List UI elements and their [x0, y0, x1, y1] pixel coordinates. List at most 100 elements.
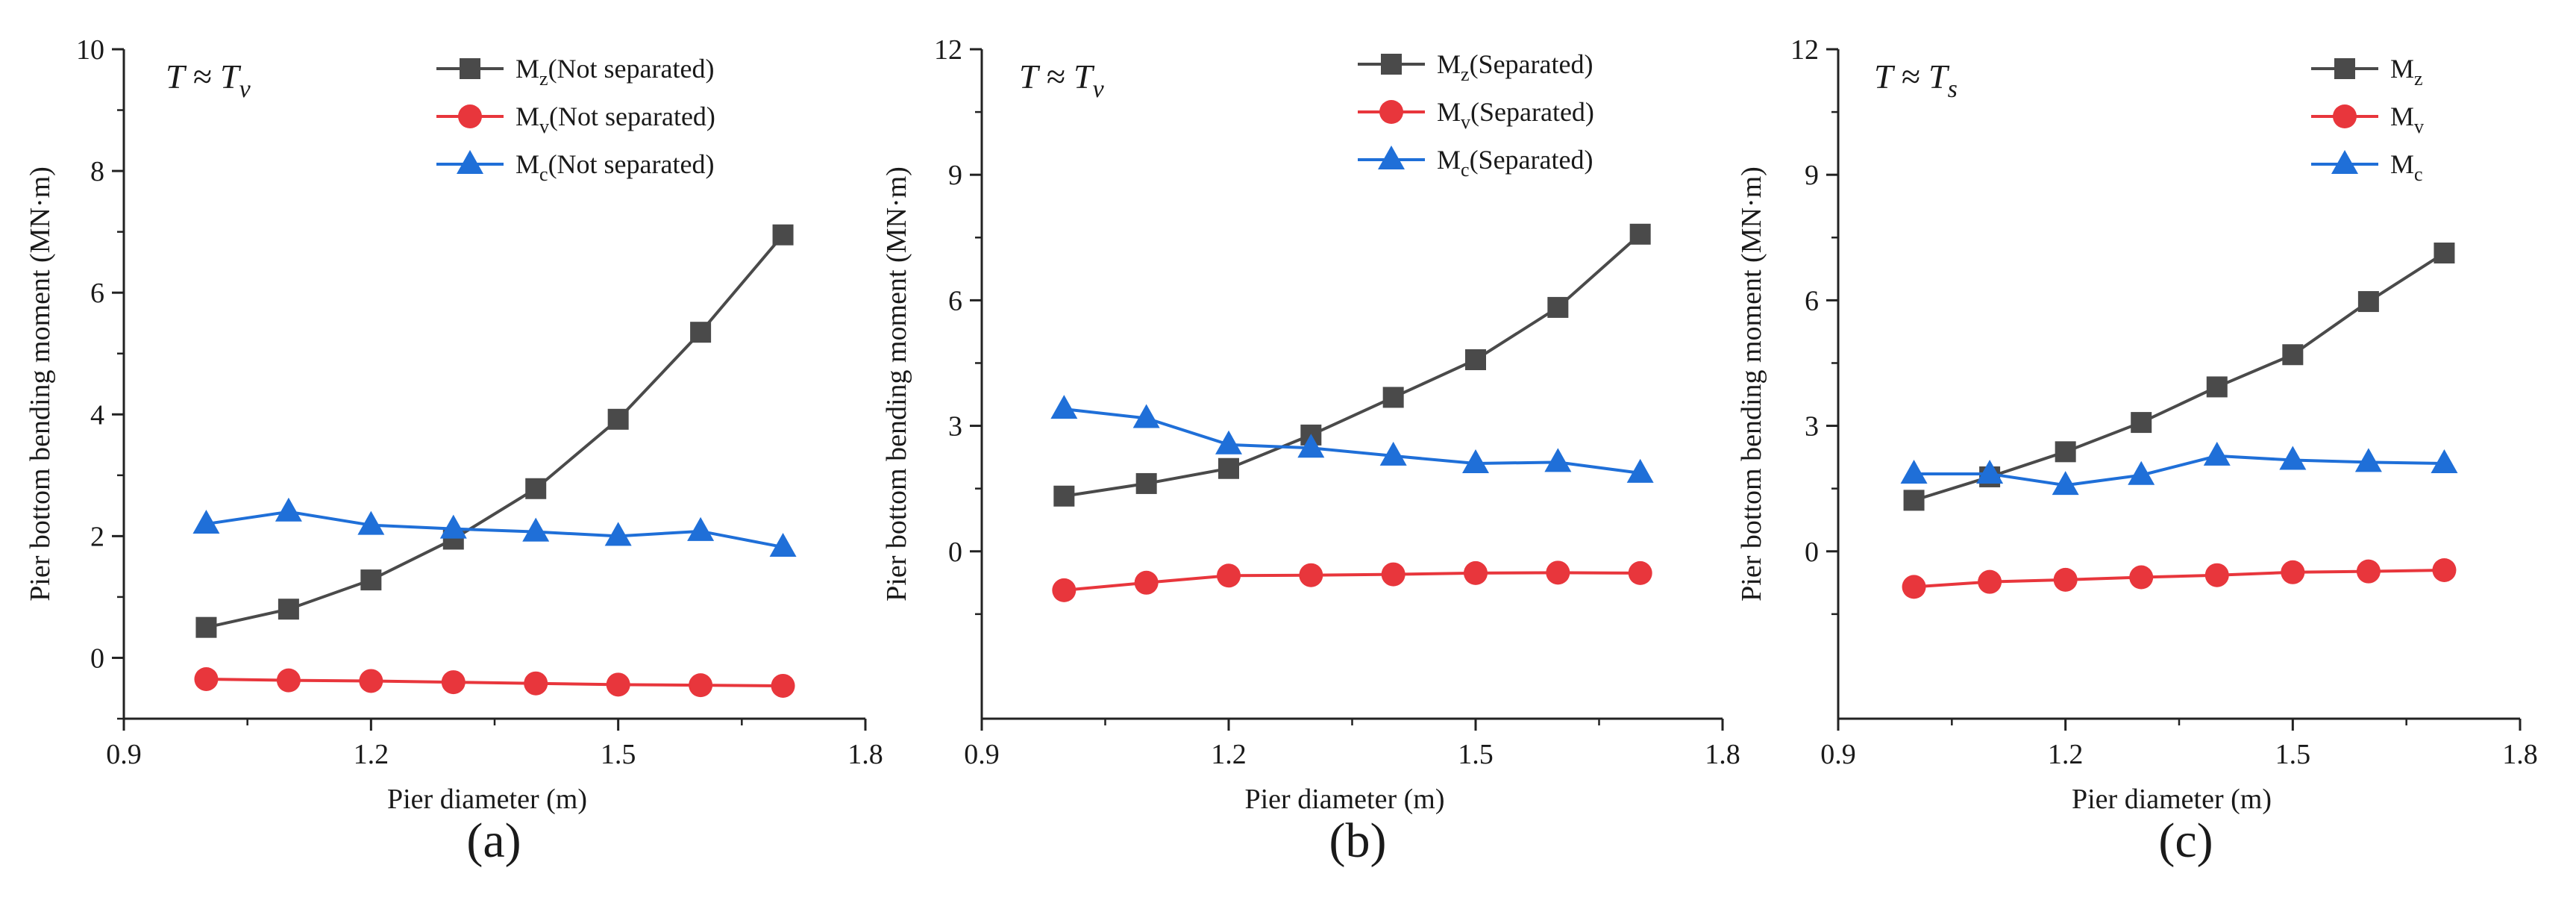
- data-point-v: [1381, 562, 1405, 587]
- data-point-c: [2052, 471, 2079, 496]
- data-point-z: [1053, 485, 1075, 507]
- legend-label-z: Mz: [2390, 54, 2423, 90]
- data-point-z: [772, 224, 794, 246]
- y-tick-label: 9: [1805, 160, 1819, 191]
- data-point-v: [524, 671, 548, 696]
- data-point-c: [192, 510, 220, 534]
- legend-label-main: M: [1437, 97, 1461, 127]
- data-point-c: [2354, 448, 2382, 472]
- data-point-v: [1978, 569, 2002, 594]
- legend-marker-z: [460, 58, 480, 79]
- data-point-c: [1132, 404, 1160, 428]
- chart-panel-b: 0.9 1.2 1.5 1.8 0 3 6 9 12 Pier diameter (m) Pier …: [881, 34, 1740, 868]
- data-point-c: [1626, 458, 1654, 483]
- legend-label-sub: z: [1461, 63, 1470, 85]
- regime-annotation: T ≈ Tv: [1019, 57, 1105, 103]
- regime-annotation: T ≈ Ts: [1874, 57, 1958, 103]
- series-line-v: [1914, 568, 2445, 589]
- y-tick-label: 6: [948, 285, 962, 316]
- data-point-c: [1297, 434, 1325, 458]
- data-point-v: [1134, 570, 1159, 595]
- data-point-c: [2203, 441, 2231, 466]
- legend-marker-v: [458, 104, 482, 128]
- y-tick-label: 9: [948, 160, 962, 191]
- y-tick-label: 2: [90, 521, 104, 552]
- y-tick-label: 10: [76, 34, 104, 66]
- legend-marker-c: [457, 150, 483, 174]
- data-point-c: [357, 510, 385, 535]
- x-tick-label: 0.9: [106, 739, 142, 770]
- data-point-c: [1050, 395, 1078, 419]
- series-line-v: [1064, 571, 1640, 592]
- legend-label-tail: (Separated): [1470, 145, 1593, 175]
- data-point-v: [1546, 560, 1570, 585]
- data-point-c: [439, 514, 467, 539]
- regime-annotation-sub: s: [1948, 75, 1958, 103]
- data-point-z: [1903, 490, 1925, 511]
- chart-panel-c: 0.9 1.2 1.5 1.8 0 3 6 9 12 Pier diameter (m) Pier …: [1736, 34, 2538, 868]
- legend-label-z: Mz(Not separated): [515, 54, 714, 90]
- regime-annotation-main: T ≈ T: [1019, 57, 1095, 96]
- data-point-c: [1976, 460, 2004, 484]
- legend-label-tail: (Not separated): [548, 149, 715, 179]
- legend-label-main: M: [515, 101, 539, 131]
- data-point-v: [1902, 575, 1926, 599]
- data-point-z: [2282, 344, 2304, 366]
- legend-marker-c: [1378, 146, 1405, 169]
- legend-label-sub: v: [1461, 111, 1470, 133]
- data-point-v: [606, 672, 630, 697]
- series-line-z: [1913, 252, 2445, 502]
- y-tick-label: 0: [90, 643, 104, 674]
- data-point-c: [687, 516, 715, 541]
- legend-label-sub: c: [1461, 159, 1470, 181]
- y-tick-label: 6: [1805, 285, 1819, 316]
- y-tick-label: 8: [90, 156, 104, 187]
- data-point-c: [275, 497, 302, 522]
- data-point-z: [690, 322, 712, 343]
- x-tick-label: 1.2: [1211, 739, 1247, 770]
- y-tick-label: 12: [1790, 34, 1819, 66]
- series-line-c: [1914, 454, 2445, 487]
- chart-panel-a: 0.9 1.2 1.5 1.8 0 2 4 6 8 10 Pier diameter (m) Pier…: [25, 34, 883, 868]
- series-line-z: [1064, 233, 1641, 498]
- legend-label-tail: (Separated): [1470, 49, 1593, 79]
- legend-marker-v: [2333, 104, 2357, 128]
- data-point-c: [2431, 449, 2458, 474]
- x-tick-label: 1.8: [847, 739, 883, 770]
- data-point-c: [769, 533, 797, 557]
- data-point-v: [194, 666, 219, 691]
- x-tick-label: 0.9: [1820, 739, 1856, 770]
- legend-label-main: M: [2390, 149, 2414, 179]
- x-tick-label: 1.2: [2048, 739, 2084, 770]
- y-tick-label: 6: [90, 278, 104, 309]
- data-point-v: [2204, 563, 2229, 587]
- x-tick-label: 1.8: [1705, 739, 1740, 770]
- legend-label-z: Mz(Separated): [1437, 49, 1593, 85]
- legend-label-main: M: [2390, 101, 2414, 131]
- legend-label-sub: z: [2414, 68, 2423, 90]
- data-point-z: [2131, 412, 2152, 434]
- series-line-z: [206, 234, 785, 629]
- x-tick-label: 1.5: [601, 739, 636, 770]
- legend-marker-v: [1379, 100, 1403, 124]
- data-point-c: [522, 517, 550, 542]
- legend-marker-z: [1381, 54, 1402, 75]
- legend-label-v: Mv: [2390, 101, 2424, 137]
- data-point-z: [1218, 457, 1239, 479]
- data-point-z: [607, 408, 629, 430]
- data-point-v: [1628, 560, 1652, 585]
- data-point-v: [2053, 567, 2078, 592]
- data-point-z: [278, 599, 299, 620]
- data-point-z: [525, 478, 547, 499]
- y-tick-label: 3: [1805, 411, 1819, 443]
- data-point-v: [441, 670, 466, 695]
- data-point-z: [1135, 472, 1157, 494]
- data-point-z: [2357, 291, 2379, 313]
- legend-marker-c: [2331, 150, 2358, 174]
- data-point-v: [1464, 560, 1488, 585]
- regime-annotation-sub: v: [239, 75, 251, 103]
- data-point-v: [1217, 563, 1241, 588]
- legend-label-c: Mc: [2390, 149, 2423, 185]
- x-axis-title: Pier diameter (m): [387, 784, 587, 815]
- x-axis-title: Pier diameter (m): [2072, 784, 2272, 815]
